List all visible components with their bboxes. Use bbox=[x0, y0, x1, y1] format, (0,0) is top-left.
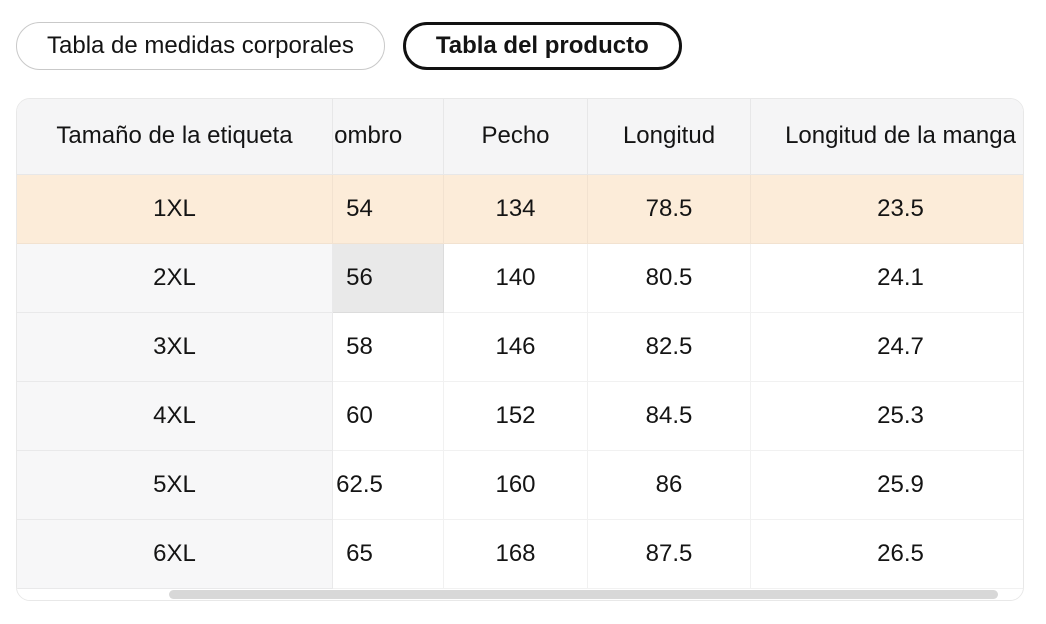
table-cell[interactable]: 58 bbox=[333, 313, 444, 382]
table-cell[interactable]: 146 bbox=[444, 313, 588, 382]
table-cell[interactable]: 78.5 bbox=[588, 175, 751, 244]
table-row-4xl[interactable]: 4XL 60 152 84.5 25.3 bbox=[17, 382, 1023, 451]
table-cell[interactable]: 24.7 bbox=[751, 313, 1023, 382]
row-size-label[interactable]: 1XL bbox=[17, 175, 333, 244]
table-row-1xl[interactable]: 1XL 54 134 78.5 23.5 bbox=[17, 175, 1023, 244]
table-cell[interactable]: 23.5 bbox=[751, 175, 1023, 244]
table-cell[interactable]: 84.5 bbox=[588, 382, 751, 451]
table-cell[interactable]: 152 bbox=[444, 382, 588, 451]
column-header-shoulder: Hombro bbox=[333, 99, 444, 175]
columns-scroll-area: 58 146 82.5 24.7 bbox=[333, 313, 1023, 382]
table-cell[interactable]: 25.3 bbox=[751, 382, 1023, 451]
table-cell[interactable]: 82.5 bbox=[588, 313, 751, 382]
table-cell[interactable]: 54 bbox=[333, 175, 444, 244]
column-header-chest: Pecho bbox=[444, 99, 588, 175]
table-header-row: Tamaño de la etiqueta Hombro Pecho Longi… bbox=[17, 99, 1023, 175]
horizontal-scrollbar-track[interactable] bbox=[17, 589, 1023, 600]
table-cell[interactable]: 65 bbox=[333, 520, 444, 589]
columns-scroll-area: 60 152 84.5 25.3 bbox=[333, 382, 1023, 451]
table-cell[interactable]: 62.5 bbox=[333, 451, 444, 520]
column-header-sleeve-length: Longitud de la manga bbox=[751, 99, 1023, 175]
table-cell[interactable]: 24.1 bbox=[751, 244, 1023, 313]
row-size-label[interactable]: 5XL bbox=[17, 451, 333, 520]
columns-scroll-area: 62.5 160 86 25.9 bbox=[333, 451, 1023, 520]
table-cell[interactable]: 60 bbox=[333, 382, 444, 451]
column-header-length: Longitud bbox=[588, 99, 751, 175]
row-size-label[interactable]: 4XL bbox=[17, 382, 333, 451]
table-row-2xl[interactable]: 2XL 56 140 80.5 24.1 bbox=[17, 244, 1023, 313]
horizontal-scrollbar-thumb[interactable] bbox=[169, 590, 998, 599]
table-cell[interactable]: 168 bbox=[444, 520, 588, 589]
chart-type-tabs: Tabla de medidas corporales Tabla del pr… bbox=[16, 22, 682, 70]
table-cell[interactable]: 140 bbox=[444, 244, 588, 313]
row-size-label[interactable]: 2XL bbox=[17, 244, 333, 313]
size-table-card: Tamaño de la etiqueta Hombro Pecho Longi… bbox=[16, 98, 1024, 601]
columns-scroll-area: 65 168 87.5 26.5 bbox=[333, 520, 1023, 589]
table-row-5xl[interactable]: 5XL 62.5 160 86 25.9 bbox=[17, 451, 1023, 520]
table-cell[interactable]: 26.5 bbox=[751, 520, 1023, 589]
table-cell[interactable]: 86 bbox=[588, 451, 751, 520]
table-row-6xl[interactable]: 6XL 65 168 87.5 26.5 bbox=[17, 520, 1023, 589]
table-cell[interactable]: 80.5 bbox=[588, 244, 751, 313]
table-row-3xl[interactable]: 3XL 58 146 82.5 24.7 bbox=[17, 313, 1023, 382]
table-cell[interactable]: 25.9 bbox=[751, 451, 1023, 520]
table-cell[interactable]: 87.5 bbox=[588, 520, 751, 589]
row-size-label[interactable]: 6XL bbox=[17, 520, 333, 589]
tab-product-measurements[interactable]: Tabla del producto bbox=[402, 22, 682, 70]
table-cell[interactable]: 160 bbox=[444, 451, 588, 520]
tab-body-measurements[interactable]: Tabla de medidas corporales bbox=[16, 22, 385, 70]
table-cell[interactable]: 134 bbox=[444, 175, 588, 244]
columns-scroll-area: 54 134 78.5 23.5 bbox=[333, 175, 1023, 244]
row-size-label[interactable]: 3XL bbox=[17, 313, 333, 382]
table-cell-highlighted[interactable]: 56 bbox=[333, 244, 444, 313]
columns-scroll-area[interactable]: Hombro Pecho Longitud Longitud de la man… bbox=[333, 99, 1023, 175]
columns-scroll-area: 56 140 80.5 24.1 bbox=[333, 244, 1023, 313]
column-header-label-size: Tamaño de la etiqueta bbox=[17, 99, 333, 175]
